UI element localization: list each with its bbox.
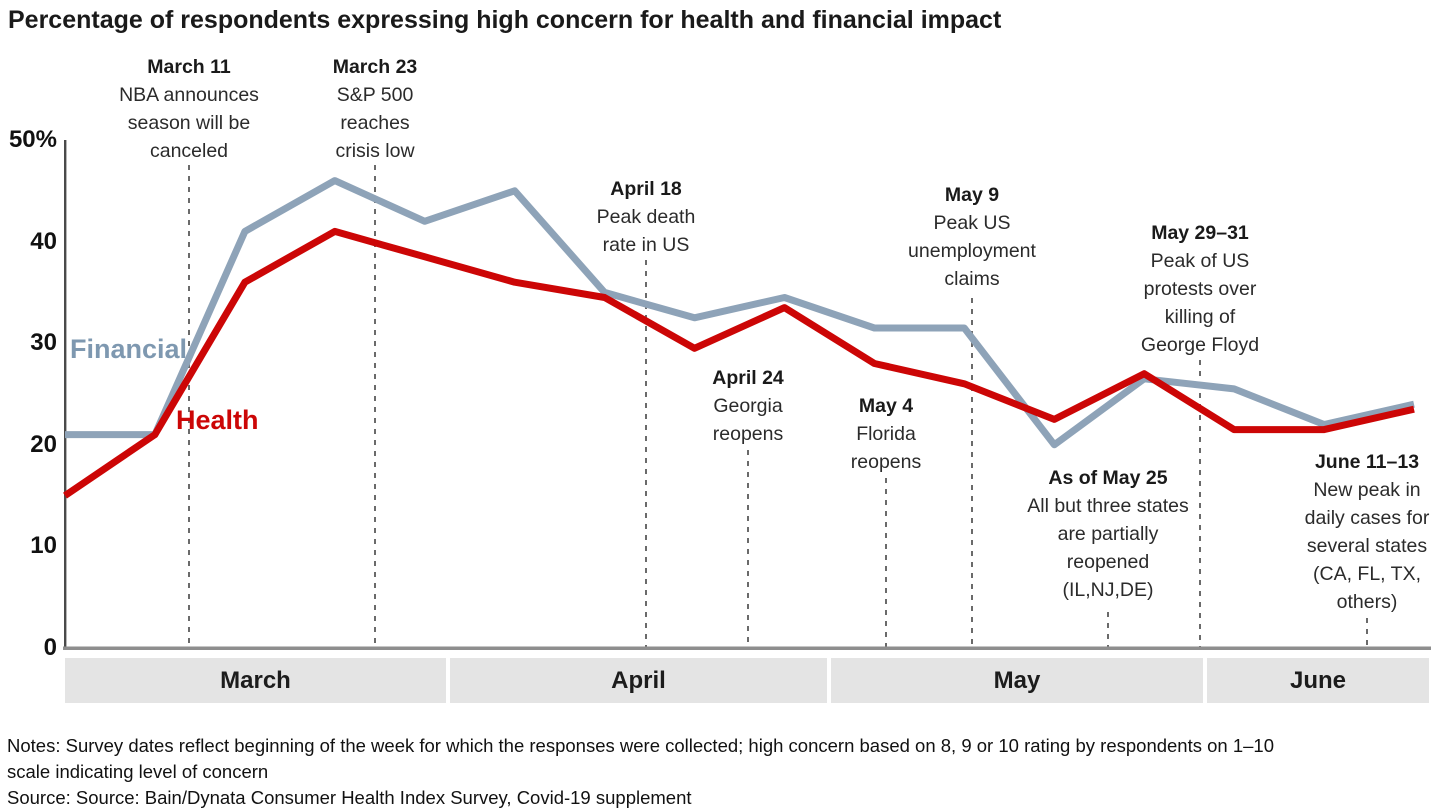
annotation-text-line: protests over	[1143, 278, 1257, 300]
annotation-text-line: Peak of US	[1150, 250, 1250, 272]
chart-title: Percentage of respondents expressing hig…	[8, 6, 1002, 34]
y-axis-line	[64, 140, 67, 650]
y-axis-tick-20: 20	[30, 430, 57, 458]
annotation-text-line: are partially	[1057, 523, 1159, 545]
annotation-text-line: reaches	[340, 112, 410, 134]
annotation-march-11: March 11 NBA announces season will be cance…	[94, 53, 284, 165]
annotation-date: April 18	[610, 178, 682, 200]
annotation-text-line: Peak US	[933, 212, 1011, 234]
annotation-april-24: April 24 Georgia reopens	[663, 364, 833, 448]
annotation-may-29-31: May 29–31 Peak of US protests over killing …	[1085, 219, 1315, 359]
annotation-text-line: canceled	[149, 140, 229, 162]
annotation-date: May 29–31	[1151, 222, 1249, 244]
annotation-text-line: daily cases for	[1304, 507, 1430, 529]
annotation-text-line: (CA, FL, TX,	[1313, 563, 1421, 585]
annotation-text-line: reopens	[850, 451, 922, 473]
annotation-date: June 11–13	[1314, 451, 1420, 473]
notes-block: Notes: Survey dates reflect beginning of…	[7, 733, 1432, 810]
month-band-april: April	[450, 658, 827, 703]
annotation-date: May 9	[944, 184, 1000, 206]
notes-line-1: Notes: Survey dates reflect beginning of…	[7, 735, 1274, 756]
annotation-date: As of May 25	[1048, 467, 1168, 489]
annotation-date: May 4	[858, 395, 914, 417]
annotation-may-4: May 4 Florida reopens	[801, 392, 971, 476]
annotation-date: March 23	[332, 56, 418, 78]
annotation-text-line: reopens	[712, 423, 784, 445]
y-axis-tick-0: 0	[43, 634, 57, 661]
series-label-financial: Financial	[70, 334, 188, 364]
annotation-date: March 11	[147, 56, 231, 78]
annotation-may-9: May 9 Peak US unemployment claims	[857, 181, 1087, 293]
month-band-june: June	[1207, 658, 1429, 703]
annotation-april-18: April 18 Peak death rate in US	[551, 175, 741, 259]
series-label-health: Health	[176, 405, 259, 435]
annotation-date: April 24	[712, 367, 784, 389]
financial-line	[65, 177, 1415, 449]
health-line	[63, 227, 1415, 499]
month-band-march: March	[65, 658, 446, 703]
annotation-text-line: season will be	[127, 112, 251, 134]
annotation-june-11-13: June 11–13 New peak in daily cases for seve…	[1262, 448, 1440, 616]
annotation-text-line: killing of	[1164, 306, 1236, 328]
annotation-text-line: crisis low	[335, 140, 415, 162]
month-band-may: May	[831, 658, 1203, 703]
annotation-march-23: March 23 S&P 500 reaches crisis low	[280, 53, 470, 165]
y-axis-tick-10: 10	[30, 532, 57, 560]
y-axis-tick-30: 30	[30, 329, 57, 357]
annotation-text-line: All but three states	[1027, 495, 1189, 517]
notes-line-3: Source: Source: Bain/Dynata Consumer Hea…	[7, 787, 692, 808]
annotation-text-line: others)	[1336, 591, 1398, 613]
y-axis-tick-50: 50%	[8, 126, 57, 153]
annotation-text-line: several states	[1306, 535, 1428, 557]
annotation-text-line: S&P 500	[336, 84, 414, 106]
annotation-text-line: Georgia	[713, 395, 783, 417]
annotation-text-line: unemployment	[908, 240, 1036, 262]
annotation-text-line: (IL,NJ,DE)	[1062, 579, 1154, 601]
annotation-text-line: New peak in	[1313, 479, 1421, 501]
annotation-text-line: reopened	[1066, 551, 1150, 573]
x-axis-line	[63, 646, 1431, 650]
annotation-text-line: NBA announces	[119, 84, 259, 106]
annotation-text-line: Florida	[856, 423, 916, 445]
annotation-text-line: rate in US	[602, 234, 690, 256]
annotation-text-line: claims	[944, 268, 1000, 290]
annotation-text-line: Peak death	[596, 206, 696, 228]
y-axis-tick-40: 40	[30, 227, 57, 255]
notes-line-2: scale indicating level of concern	[7, 761, 269, 782]
annotation-text-line: George Floyd	[1140, 334, 1260, 356]
annotation-as-of-may-25: As of May 25 All but three states are part…	[992, 464, 1224, 604]
